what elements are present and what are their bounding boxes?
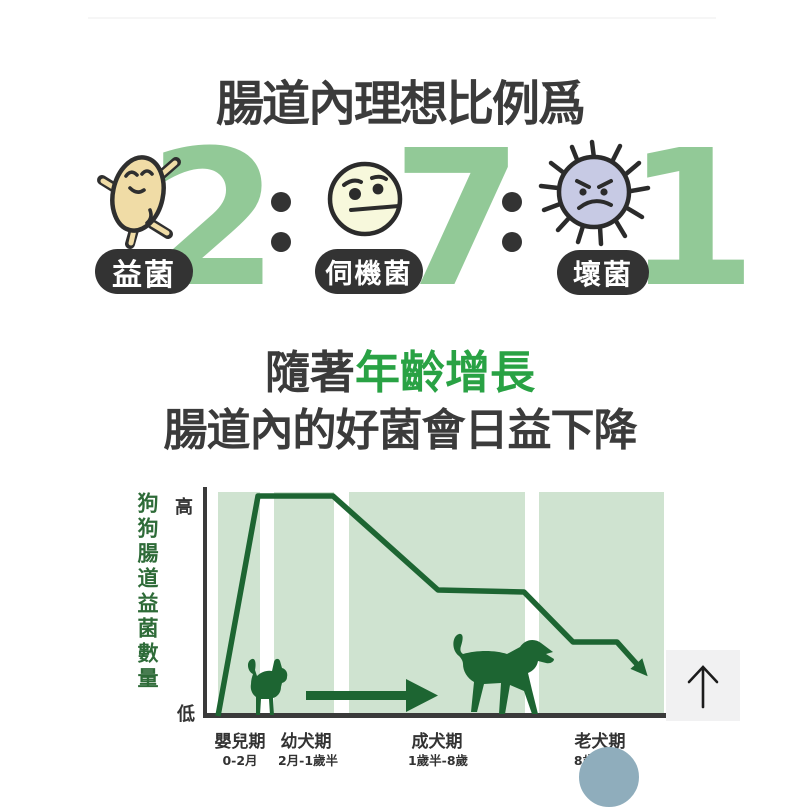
stage-band-infant	[218, 492, 260, 713]
top-divider	[88, 17, 716, 19]
ratio-colon	[502, 192, 522, 252]
stage-range-puppy: 2月-1歲半	[277, 753, 339, 768]
colon-dot	[271, 192, 291, 212]
neutral-opportunistic-bacteria-icon	[327, 161, 403, 237]
y-axis-low-label: 低	[177, 704, 195, 725]
colon-dot	[502, 232, 522, 252]
page-title: 腸道內理想比例爲	[215, 76, 586, 132]
y-axis-high-label: 高	[175, 497, 193, 518]
chart-y-axis	[203, 487, 207, 718]
label-bad-bacteria: 壞菌	[557, 250, 649, 295]
subtitle-line-1: 隨著年齡增長	[0, 336, 800, 401]
chart-x-axis	[203, 713, 667, 718]
label-good-bacteria: 益菌	[95, 249, 193, 294]
up-arrow-icon	[687, 664, 719, 708]
chart-y-axis-title: 狗狗腸道益菌數量	[135, 492, 159, 692]
ratio-value-bad: 1	[626, 110, 757, 329]
subtitle-line-2: 腸道內的好菌會日益下降	[163, 405, 638, 456]
spiky-bad-bacteria-icon	[538, 139, 651, 247]
stage-band-senior	[539, 492, 664, 713]
stage-label-infant: 嬰兒期	[214, 732, 266, 752]
stage-label-adult: 成犬期	[411, 732, 463, 752]
scroll-to-top-button[interactable]	[666, 650, 740, 721]
ratio-colon	[271, 192, 291, 252]
stage-band-puppy	[274, 492, 334, 713]
stage-range-infant: 0-2月	[222, 753, 258, 768]
stage-label-puppy: 幼犬期	[280, 732, 332, 752]
stage-band-adult	[349, 492, 525, 713]
colon-dot	[271, 232, 291, 252]
floating-ring-widget[interactable]	[579, 747, 639, 807]
label-opportunistic-bacteria: 伺機菌	[315, 249, 423, 294]
colon-dot	[502, 192, 522, 212]
bean-good-bacteria-icon	[97, 155, 181, 249]
subtitle-prefix: 隨著	[264, 346, 355, 399]
subtitle-highlight: 年齡增長	[355, 346, 536, 399]
stage-range-adult: 1歲半-8歲	[407, 753, 469, 768]
